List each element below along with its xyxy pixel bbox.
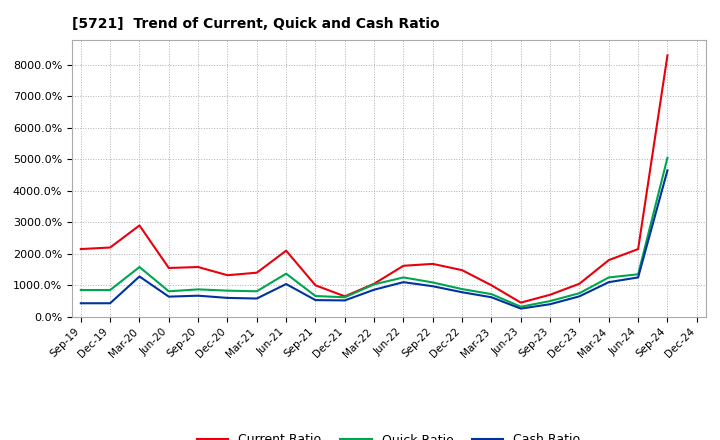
Current Ratio bbox=[634, 246, 642, 252]
Quick Ratio bbox=[253, 289, 261, 294]
Text: [5721]  Trend of Current, Quick and Cash Ratio: [5721] Trend of Current, Quick and Cash … bbox=[72, 18, 440, 32]
Current Ratio bbox=[428, 261, 437, 267]
Quick Ratio bbox=[575, 290, 584, 296]
Quick Ratio bbox=[370, 282, 379, 287]
Current Ratio bbox=[663, 53, 672, 58]
Cash Ratio bbox=[194, 293, 202, 298]
Current Ratio bbox=[106, 245, 114, 250]
Cash Ratio bbox=[135, 274, 144, 279]
Quick Ratio bbox=[341, 295, 349, 300]
Line: Quick Ratio: Quick Ratio bbox=[81, 158, 667, 307]
Current Ratio bbox=[487, 282, 496, 288]
Line: Cash Ratio: Cash Ratio bbox=[81, 170, 667, 308]
Cash Ratio bbox=[341, 298, 349, 303]
Quick Ratio bbox=[282, 271, 290, 276]
Cash Ratio bbox=[311, 297, 320, 303]
Current Ratio bbox=[223, 272, 232, 278]
Current Ratio bbox=[516, 300, 525, 305]
Current Ratio bbox=[311, 282, 320, 288]
Cash Ratio bbox=[458, 290, 467, 295]
Current Ratio bbox=[370, 281, 379, 286]
Quick Ratio bbox=[487, 291, 496, 297]
Cash Ratio bbox=[487, 295, 496, 300]
Cash Ratio bbox=[282, 282, 290, 287]
Quick Ratio bbox=[106, 287, 114, 293]
Cash Ratio bbox=[546, 301, 554, 307]
Cash Ratio bbox=[253, 296, 261, 301]
Cash Ratio bbox=[76, 301, 85, 306]
Quick Ratio bbox=[76, 287, 85, 293]
Current Ratio bbox=[399, 263, 408, 268]
Current Ratio bbox=[164, 265, 173, 271]
Current Ratio bbox=[458, 268, 467, 273]
Legend: Current Ratio, Quick Ratio, Cash Ratio: Current Ratio, Quick Ratio, Cash Ratio bbox=[192, 429, 585, 440]
Current Ratio bbox=[194, 264, 202, 270]
Cash Ratio bbox=[106, 301, 114, 306]
Quick Ratio bbox=[223, 288, 232, 293]
Current Ratio bbox=[253, 270, 261, 275]
Cash Ratio bbox=[223, 295, 232, 301]
Cash Ratio bbox=[663, 168, 672, 173]
Cash Ratio bbox=[634, 275, 642, 280]
Current Ratio bbox=[546, 292, 554, 297]
Current Ratio bbox=[76, 246, 85, 252]
Line: Current Ratio: Current Ratio bbox=[81, 55, 667, 303]
Quick Ratio bbox=[663, 155, 672, 160]
Current Ratio bbox=[282, 248, 290, 253]
Quick Ratio bbox=[458, 286, 467, 292]
Quick Ratio bbox=[194, 287, 202, 292]
Cash Ratio bbox=[370, 287, 379, 292]
Quick Ratio bbox=[135, 264, 144, 270]
Current Ratio bbox=[605, 257, 613, 263]
Current Ratio bbox=[575, 281, 584, 286]
Quick Ratio bbox=[164, 289, 173, 294]
Cash Ratio bbox=[575, 293, 584, 299]
Cash Ratio bbox=[399, 279, 408, 285]
Quick Ratio bbox=[428, 280, 437, 285]
Quick Ratio bbox=[634, 271, 642, 277]
Cash Ratio bbox=[164, 294, 173, 299]
Quick Ratio bbox=[311, 293, 320, 299]
Quick Ratio bbox=[516, 304, 525, 309]
Current Ratio bbox=[341, 293, 349, 299]
Cash Ratio bbox=[605, 279, 613, 285]
Current Ratio bbox=[135, 223, 144, 228]
Quick Ratio bbox=[546, 298, 554, 304]
Cash Ratio bbox=[428, 284, 437, 289]
Cash Ratio bbox=[516, 306, 525, 311]
Quick Ratio bbox=[605, 275, 613, 280]
Quick Ratio bbox=[399, 275, 408, 280]
